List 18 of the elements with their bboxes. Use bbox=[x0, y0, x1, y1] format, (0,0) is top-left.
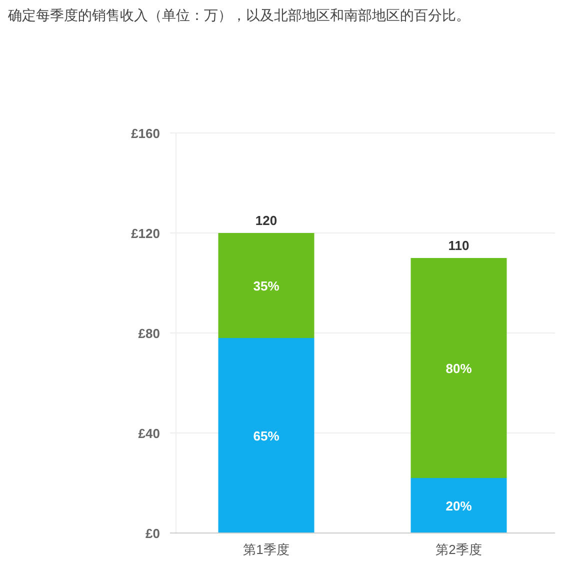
total-label: 110 bbox=[448, 238, 470, 253]
y-tick-label: £120 bbox=[131, 226, 160, 241]
y-tick-label: £160 bbox=[131, 126, 160, 141]
total-label: 120 bbox=[255, 213, 278, 228]
chart-title: 确定每季度的销售收入（单位：万），以及北部地区和南部地区的百分比。 bbox=[7, 7, 470, 23]
annotation: 20% bbox=[446, 498, 472, 514]
bar bbox=[218, 233, 314, 338]
y-tick-label: £80 bbox=[138, 326, 160, 341]
bar bbox=[410, 478, 507, 533]
bar bbox=[218, 338, 314, 533]
x-tick-label: 第1季度 bbox=[243, 542, 290, 557]
x-tick-label: 第2季度 bbox=[436, 542, 482, 557]
y-tick-label: £40 bbox=[138, 426, 160, 441]
bar bbox=[410, 258, 507, 478]
annotation: 65% bbox=[253, 428, 280, 444]
annotation: 80% bbox=[446, 361, 472, 376]
y-tick-label: £0 bbox=[146, 526, 160, 541]
annotation: 35% bbox=[253, 278, 280, 294]
